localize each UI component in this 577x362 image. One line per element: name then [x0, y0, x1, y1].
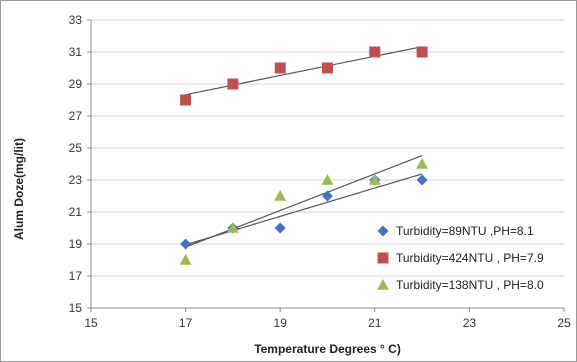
data-point-series-3: [416, 158, 429, 169]
data-point-series-3: [321, 174, 334, 185]
data-point-series-2: [322, 62, 333, 74]
y-tick-label: 31: [69, 45, 83, 59]
data-point-series-2: [180, 94, 192, 106]
x-tick-label: 17: [179, 316, 193, 330]
trendline-series-2: [185, 46, 423, 96]
data-point-series-3: [368, 174, 381, 185]
legend-label-series-2: Turbidity=424NTU , PH=7.9: [396, 251, 544, 265]
data-point-series-2: [274, 62, 286, 74]
x-tick-label: 19: [274, 316, 288, 330]
data-point-series-1: [416, 174, 428, 186]
y-tick-label: 23: [69, 173, 83, 187]
x-tick-label: 15: [84, 316, 98, 330]
y-tick-label: 27: [69, 109, 83, 123]
y-tick-label: 33: [69, 13, 83, 27]
data-point-series-3: [226, 222, 239, 233]
x-tick-label: 23: [463, 316, 477, 330]
legend-label-series-3: Turbidity=138NTU , PH=8.0: [396, 278, 544, 292]
data-point-series-3: [179, 254, 192, 265]
y-tick-label: 29: [69, 77, 83, 91]
legend-marker-series-1: [377, 225, 389, 237]
x-axis-title: Temperature Degrees ° C): [254, 342, 401, 356]
legend-marker-series-2: [377, 252, 389, 264]
data-points: [179, 46, 429, 265]
y-tick-label: 25: [69, 141, 83, 155]
legend-marker-series-3: [377, 279, 389, 290]
y-axis-title: Alum Doze(mg/lit): [12, 138, 26, 240]
y-tick-label: 21: [69, 205, 83, 219]
data-point-series-1: [274, 222, 286, 234]
y-tick-label: 17: [69, 269, 83, 283]
legend-label-series-1: Turbidity=89NTU ,PH=8.1: [396, 224, 534, 238]
trendline-series-1: [185, 173, 423, 246]
data-point-series-3: [274, 190, 287, 201]
x-tick-label: 25: [557, 316, 571, 330]
legend: Turbidity=89NTU ,PH=8.1 Turbidity=424NTU …: [377, 224, 544, 292]
data-point-series-2: [416, 46, 428, 58]
data-point-series-1: [180, 238, 192, 250]
trendline-series-3: [185, 155, 423, 248]
y-tick-label: 15: [69, 301, 83, 315]
axes: [90, 20, 564, 309]
data-point-series-2: [227, 78, 239, 90]
y-tick-labels: 15 17 19 21 23 25 27 29 31 33: [69, 13, 91, 315]
x-tick-label: 21: [368, 316, 382, 330]
x-tick-labels: 15 17 19 21 23 25: [84, 308, 571, 330]
data-point-series-1: [322, 190, 333, 202]
trendlines: [185, 46, 423, 248]
data-point-series-2: [369, 46, 381, 58]
y-tick-label: 19: [69, 237, 83, 251]
